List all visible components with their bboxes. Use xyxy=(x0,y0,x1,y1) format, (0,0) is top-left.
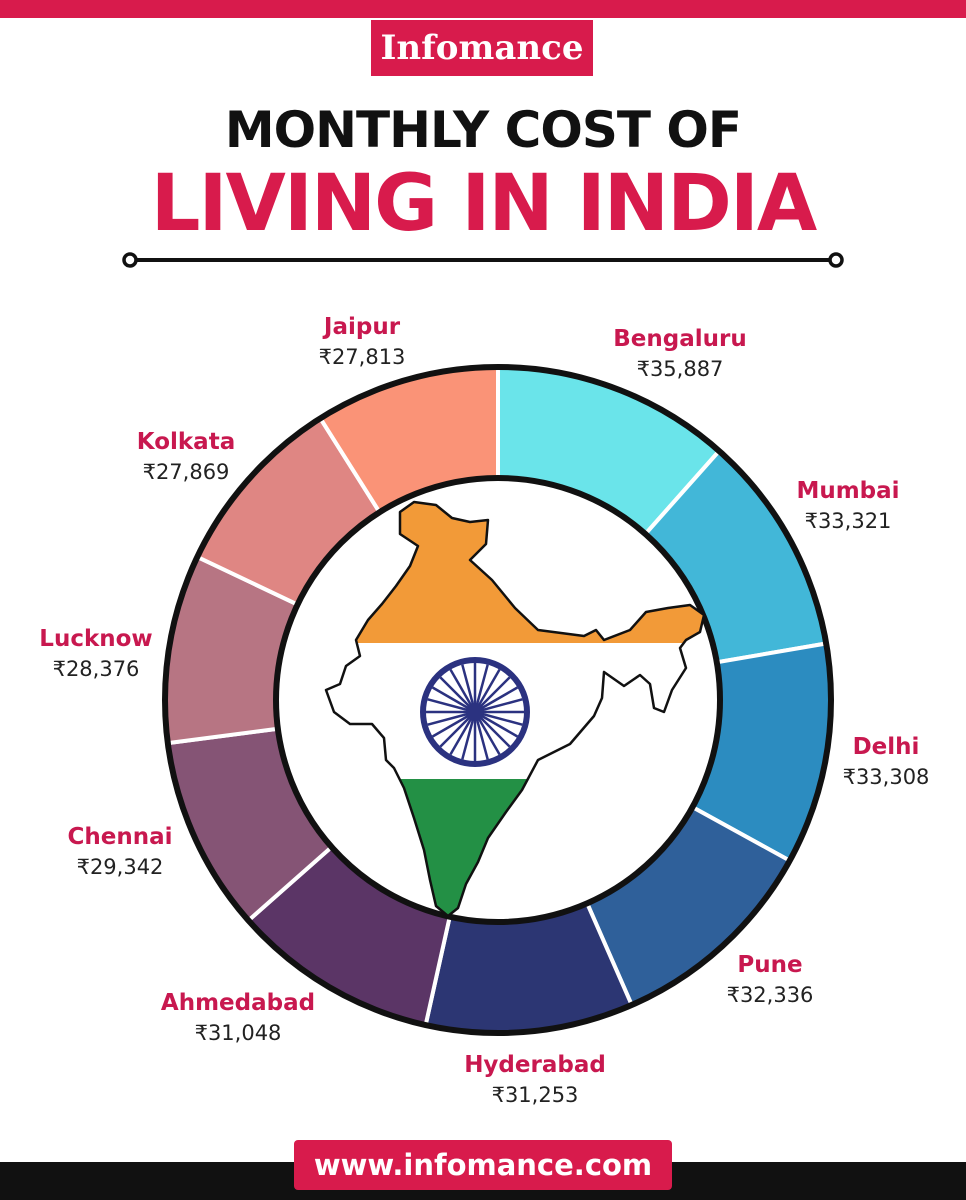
label-chennai: Chennai xyxy=(67,824,172,850)
value-bengaluru: ₹35,887 xyxy=(637,357,724,381)
top-accent-bar xyxy=(0,0,966,18)
label-jaipur: Jaipur xyxy=(322,314,401,340)
title-line-1: MONTHLY COST OF xyxy=(224,101,742,159)
value-lucknow: ₹28,376 xyxy=(53,657,140,681)
label-kolkata: Kolkata xyxy=(137,429,235,455)
value-delhi: ₹33,308 xyxy=(843,765,930,789)
value-kolkata: ₹27,869 xyxy=(143,460,230,484)
title-divider xyxy=(122,252,844,268)
donut-segments xyxy=(162,364,834,1036)
label-hyderabad: Hyderabad xyxy=(464,1052,606,1078)
value-hyderabad: ₹31,253 xyxy=(492,1083,579,1107)
label-mumbai: Mumbai xyxy=(796,478,899,504)
label-bengaluru: Bengaluru xyxy=(613,326,746,352)
label-lucknow: Lucknow xyxy=(39,626,152,652)
value-chennai: ₹29,342 xyxy=(77,855,164,879)
brand-logo: Infomance xyxy=(371,20,593,76)
value-mumbai: ₹33,321 xyxy=(805,509,892,533)
value-jaipur: ₹27,813 xyxy=(319,345,406,369)
label-ahmedabad: Ahmedabad xyxy=(161,990,315,1016)
value-pune: ₹32,336 xyxy=(727,983,814,1007)
ashoka-chakra-icon xyxy=(420,657,530,767)
label-delhi: Delhi xyxy=(853,734,920,760)
title-line-2: LIVING IN INDIA xyxy=(150,159,817,249)
donut-outer-ring xyxy=(162,364,834,1036)
footer-url-link[interactable]: www.infomance.com xyxy=(294,1140,672,1190)
value-ahmedabad: ₹31,048 xyxy=(195,1021,282,1045)
label-pune: Pune xyxy=(737,952,802,978)
chart-labels: Bengaluru ₹35,887 Mumbai ₹33,321 Delhi ₹33,30… xyxy=(39,314,929,1107)
